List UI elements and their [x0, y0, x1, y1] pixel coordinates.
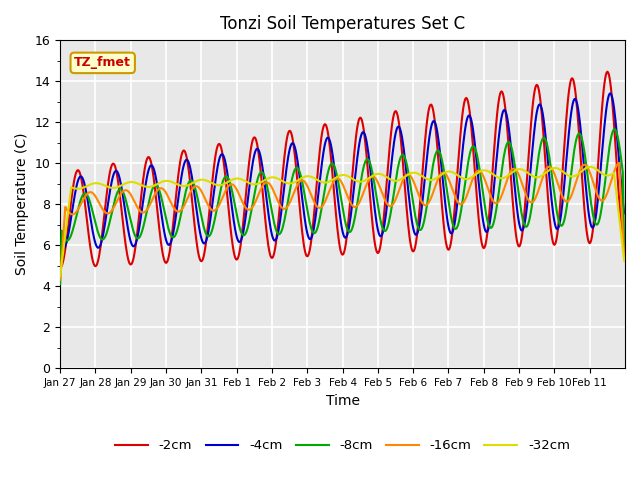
-32cm — [620, 258, 628, 264]
-16cm — [401, 175, 408, 180]
-16cm — [432, 181, 440, 187]
-16cm — [620, 255, 628, 261]
-8cm — [56, 281, 64, 287]
-4cm — [620, 210, 628, 216]
-4cm — [124, 221, 131, 227]
-16cm — [275, 201, 283, 207]
-2cm — [401, 178, 408, 183]
-2cm — [226, 221, 234, 227]
-32cm — [254, 181, 262, 187]
-8cm — [611, 126, 618, 132]
X-axis label: Time: Time — [326, 394, 360, 408]
Line: -8cm: -8cm — [60, 129, 624, 284]
-4cm — [276, 218, 284, 224]
-8cm — [432, 150, 440, 156]
-2cm — [275, 208, 283, 214]
-32cm — [122, 180, 130, 186]
Title: Tonzi Soil Temperatures Set C: Tonzi Soil Temperatures Set C — [220, 15, 465, 33]
-8cm — [620, 252, 628, 257]
-32cm — [226, 178, 234, 184]
Text: TZ_fmet: TZ_fmet — [74, 56, 131, 70]
Y-axis label: Soil Temperature (C): Soil Temperature (C) — [15, 133, 29, 276]
-8cm — [226, 180, 234, 186]
-32cm — [401, 174, 408, 180]
-2cm — [122, 247, 130, 252]
-8cm — [401, 154, 408, 159]
-2cm — [620, 238, 628, 244]
-16cm — [56, 277, 64, 283]
-4cm — [60, 246, 67, 252]
-32cm — [432, 176, 440, 181]
-4cm — [255, 147, 262, 153]
-16cm — [122, 187, 130, 193]
Line: -16cm: -16cm — [60, 163, 624, 280]
Legend: -2cm, -4cm, -8cm, -16cm, -32cm: -2cm, -4cm, -8cm, -16cm, -32cm — [110, 434, 575, 457]
-16cm — [615, 160, 623, 166]
-2cm — [56, 265, 64, 271]
-32cm — [587, 164, 595, 170]
-32cm — [56, 273, 64, 279]
-32cm — [275, 177, 283, 182]
-4cm — [227, 196, 235, 202]
-2cm — [432, 130, 440, 135]
-8cm — [275, 231, 283, 237]
Line: -2cm: -2cm — [60, 72, 624, 268]
-8cm — [122, 199, 130, 205]
-2cm — [254, 146, 262, 152]
-16cm — [254, 193, 262, 199]
-4cm — [607, 90, 614, 96]
Line: -4cm: -4cm — [60, 93, 624, 249]
-4cm — [401, 157, 409, 163]
Line: -32cm: -32cm — [60, 167, 624, 276]
-4cm — [433, 126, 440, 132]
-2cm — [604, 69, 611, 74]
-4cm — [56, 242, 64, 248]
-8cm — [254, 175, 262, 181]
-16cm — [226, 182, 234, 188]
